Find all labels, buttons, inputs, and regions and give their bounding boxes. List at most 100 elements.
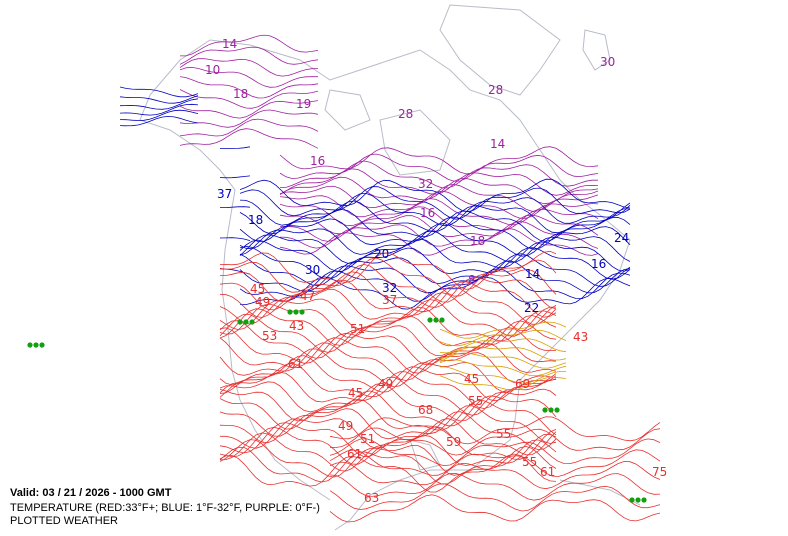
contour-line (180, 34, 319, 57)
weather-symbol (27, 342, 33, 348)
weather-symbol (635, 497, 641, 503)
contour-label: 47 (300, 289, 315, 303)
contour-line (219, 286, 557, 325)
weather-symbol (249, 319, 255, 325)
contour-label: 53 (262, 329, 277, 343)
contour-line (279, 220, 599, 249)
contour-line (239, 208, 631, 242)
contour-line (119, 103, 199, 116)
contour-line (119, 86, 199, 98)
contour-label: 49 (338, 419, 353, 433)
contour-line (219, 175, 251, 179)
contour-label: 45 (348, 386, 363, 400)
contour-line (280, 160, 598, 189)
contour-line (329, 438, 661, 467)
contour-line (219, 342, 557, 382)
contour-line (219, 376, 557, 416)
contour-line (219, 383, 557, 422)
contour-line (439, 352, 567, 369)
contour-line (179, 46, 319, 65)
contour-line (219, 445, 557, 485)
contour-line (239, 178, 631, 213)
contour-line (239, 230, 631, 264)
contour-label: 68 (418, 403, 433, 417)
contour-label: 32 (418, 177, 433, 191)
contour-line (219, 292, 557, 332)
contour-line (239, 216, 631, 250)
contour-line (179, 128, 319, 149)
contour-label: 20 (374, 247, 389, 261)
contour-label: 55 (468, 394, 483, 408)
contour-line (279, 146, 599, 175)
contour-line (219, 206, 251, 209)
contour-line (329, 472, 661, 501)
contour-line (219, 453, 557, 493)
contour-line (219, 327, 557, 366)
contour-line (219, 263, 557, 303)
contour-label: 24 (614, 231, 629, 245)
contour-line (219, 279, 557, 318)
contour-line (219, 334, 557, 374)
contour-line (119, 115, 199, 127)
contour-label: 14 (490, 137, 505, 151)
weather-symbol (33, 342, 39, 348)
contour-label: 16 (591, 257, 606, 271)
contour-label: 63 (364, 491, 379, 505)
contour-line (439, 366, 567, 384)
contour-line (239, 268, 631, 302)
contour-line (239, 223, 631, 257)
contour-line (329, 416, 661, 445)
contour-line (239, 192, 631, 227)
contour-line (179, 109, 319, 128)
contour-line (219, 307, 557, 346)
contour-label: 51 (360, 432, 375, 446)
contour-label: 14 (525, 267, 540, 281)
contour-label: 8 (468, 273, 476, 287)
contour-label: 61 (347, 447, 362, 461)
weather-symbol (287, 309, 293, 315)
contour-label: 49 (378, 377, 393, 391)
contour-label: 75 (652, 465, 667, 479)
contour-label: 43 (573, 330, 588, 344)
contour-line (239, 238, 631, 272)
contour-label: 55 (522, 455, 537, 469)
weather-symbol (641, 497, 647, 503)
contour-line (219, 257, 557, 297)
weather-symbol (433, 317, 439, 323)
contour-line (279, 206, 599, 235)
contour-label: 32 (382, 281, 397, 295)
contour-line (219, 405, 557, 444)
contour-label: 18 (470, 234, 485, 248)
contour-line (179, 100, 319, 119)
contour-line (219, 398, 557, 437)
contour-line (219, 390, 557, 430)
contour-line (279, 198, 599, 227)
contour-line (119, 95, 199, 104)
contour-label: 59 (446, 435, 461, 449)
contour-label: 14 (222, 37, 237, 51)
contour-labels: 1410181928281416321618830371820303214222… (27, 37, 667, 505)
contour-line (119, 109, 199, 121)
weather-symbol (243, 319, 249, 325)
contour-line (329, 461, 661, 490)
contour-label: 18 (233, 87, 248, 101)
contour-line (219, 371, 557, 410)
contour-label: 43 (289, 319, 304, 333)
contour-line (279, 153, 599, 182)
contour-line (439, 338, 567, 354)
contour-line (279, 190, 599, 219)
contour-label: 18 (248, 213, 263, 227)
contour-line (439, 329, 567, 347)
weather-symbol (542, 407, 548, 413)
weather-symbol (439, 317, 445, 323)
contour-line (439, 321, 567, 339)
valid-time: Valid: 03 / 21 / 2026 - 1000 GMT (10, 487, 172, 499)
contour-label: 37 (382, 293, 397, 307)
contour-line (219, 320, 557, 359)
contour-label: 37 (217, 187, 232, 201)
contour-line (179, 118, 319, 137)
contour-line (239, 245, 631, 280)
weather-symbol (299, 309, 305, 315)
contour-line (439, 346, 567, 361)
